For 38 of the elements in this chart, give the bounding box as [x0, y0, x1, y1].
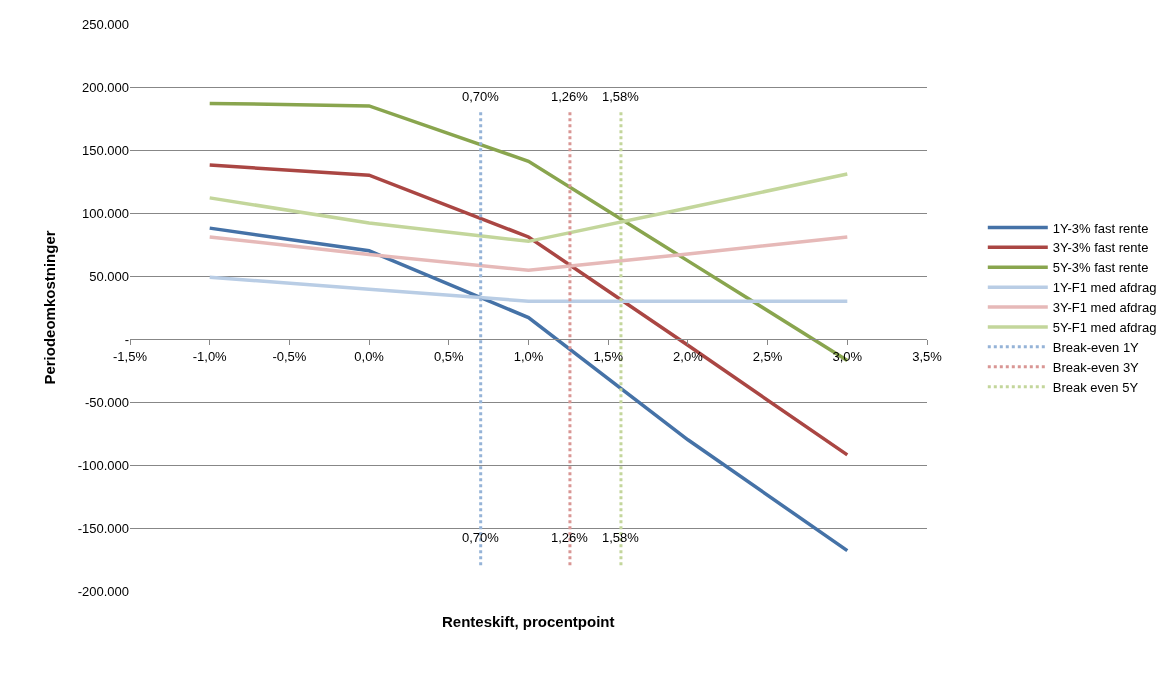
x-tick-label: 1,5% — [593, 348, 624, 364]
x-tick-label: 3,5% — [912, 348, 943, 364]
legend-label: Break-even 3Y — [1052, 359, 1140, 375]
legend-label: 1Y-F1 med afdrag — [1052, 280, 1157, 296]
y-tick-label: 150.000 — [82, 142, 129, 158]
y-tick-label: 200.000 — [82, 79, 129, 95]
legend-label: Break even 5Y — [1052, 379, 1139, 395]
y-tick-label: - — [124, 331, 129, 347]
x-tick-label: 0,5% — [433, 348, 465, 364]
annotation: 1,26% — [551, 530, 589, 545]
y-axis-title: Periodeomkostninger — [40, 230, 58, 385]
x-tick-label: 1,0% — [513, 348, 544, 364]
legend-label: 5Y-3% fast rente — [1052, 260, 1149, 276]
legend-label: 1Y-3% fast rente — [1052, 220, 1149, 236]
annotation: 1,58% — [602, 89, 640, 104]
x-tick-label: -0,5% — [272, 348, 307, 364]
x-tick-label: 2,0% — [673, 348, 704, 364]
y-tick-label: -200.000 — [77, 583, 129, 599]
legend-label: Break-even 1Y — [1052, 339, 1140, 355]
y-tick-label: -150.000 — [77, 520, 129, 536]
x-tick-label: -1,5% — [113, 348, 148, 364]
legend-label: 3Y-F1 med afdrag — [1052, 300, 1157, 316]
y-tick-label: 100.000 — [82, 205, 129, 221]
legend-label: 3Y-3% fast rente — [1052, 240, 1149, 256]
annotation: 1,58% — [602, 530, 640, 545]
x-tick-label: -1,0% — [192, 348, 228, 364]
line-series — [207, 235, 850, 273]
legend-label: 5Y-F1 med afdrag — [1052, 320, 1157, 336]
y-tick-label: -100.000 — [77, 457, 129, 473]
y-tick-label: -50.000 — [84, 394, 129, 410]
x-tick-label: 0,0% — [354, 348, 385, 364]
y-tick-label: 50.000 — [89, 268, 129, 284]
annotation: 0,70% — [462, 89, 500, 104]
annotation: 0,70% — [462, 530, 500, 545]
x-tick-label: 2,5% — [752, 348, 783, 364]
annotation: 1,26% — [551, 89, 589, 104]
x-axis-title: Renteskift, procentpoint — [442, 613, 615, 630]
y-tick-label: 250.000 — [82, 16, 129, 32]
